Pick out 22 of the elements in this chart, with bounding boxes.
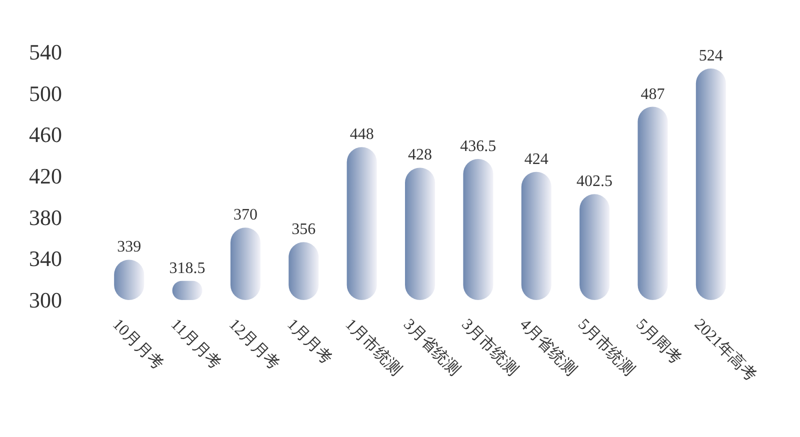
y-tick-label: 340 — [29, 246, 62, 272]
y-tick-label: 380 — [29, 204, 62, 230]
data-label: 318.5 — [169, 260, 206, 277]
y-tick-label: 460 — [29, 122, 62, 148]
y-tick-label: 420 — [29, 164, 62, 188]
data-label: 487 — [640, 86, 665, 103]
x-tick-label: 12月月考 — [225, 315, 284, 374]
x-tick-label: 11月月考 — [167, 315, 225, 373]
data-label: 436.5 — [460, 138, 496, 155]
data-label: 356 — [292, 221, 316, 238]
x-tick-label: 10月月考 — [109, 315, 168, 374]
data-label: 370 — [233, 206, 258, 224]
data-label: 428 — [408, 146, 432, 164]
data-label: 424 — [524, 150, 548, 168]
data-label: 339 — [117, 238, 142, 256]
data-label: 524 — [698, 48, 723, 65]
data-label: 448 — [350, 126, 374, 144]
y-tick-label: 300 — [29, 288, 62, 312]
x-tick-label: 1月月考 — [284, 315, 336, 368]
y-tick-label: 500 — [29, 80, 62, 106]
data-label: 402.5 — [576, 173, 613, 190]
y-tick-label: 540 — [29, 40, 62, 64]
